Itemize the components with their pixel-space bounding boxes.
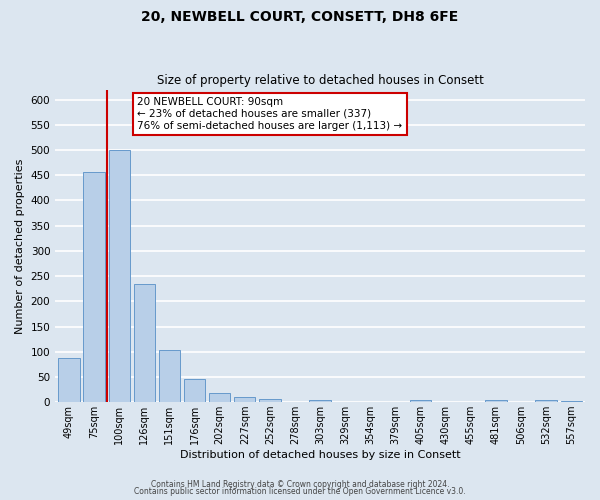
Bar — [485, 400, 506, 402]
X-axis label: Distribution of detached houses by size in Consett: Distribution of detached houses by size … — [180, 450, 460, 460]
Bar — [209, 392, 230, 402]
Bar — [184, 379, 205, 402]
Text: 20, NEWBELL COURT, CONSETT, DH8 6FE: 20, NEWBELL COURT, CONSETT, DH8 6FE — [142, 10, 458, 24]
Y-axis label: Number of detached properties: Number of detached properties — [15, 158, 25, 334]
Bar — [58, 358, 80, 402]
Text: 20 NEWBELL COURT: 90sqm
← 23% of detached houses are smaller (337)
76% of semi-d: 20 NEWBELL COURT: 90sqm ← 23% of detache… — [137, 98, 403, 130]
Bar — [310, 400, 331, 402]
Title: Size of property relative to detached houses in Consett: Size of property relative to detached ho… — [157, 74, 484, 87]
Bar — [410, 400, 431, 402]
Bar — [259, 398, 281, 402]
Bar — [560, 400, 582, 402]
Text: Contains public sector information licensed under the Open Government Licence v3: Contains public sector information licen… — [134, 487, 466, 496]
Bar — [83, 172, 105, 402]
Text: Contains HM Land Registry data © Crown copyright and database right 2024.: Contains HM Land Registry data © Crown c… — [151, 480, 449, 489]
Bar — [134, 284, 155, 402]
Bar — [159, 350, 180, 402]
Bar — [234, 396, 256, 402]
Bar — [109, 150, 130, 402]
Bar — [535, 400, 557, 402]
